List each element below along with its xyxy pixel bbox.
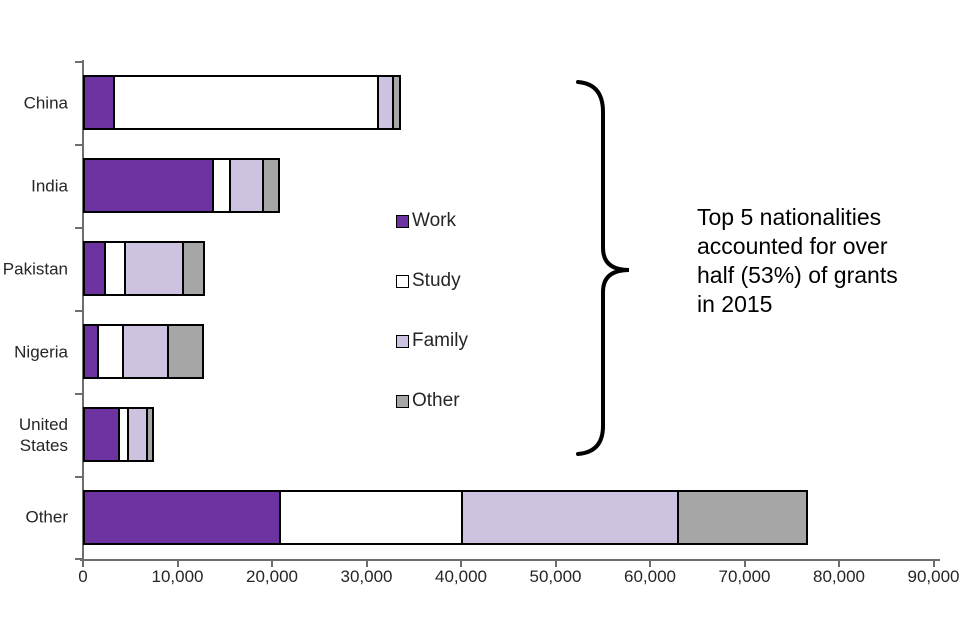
y-axis-tick bbox=[75, 143, 82, 146]
y-category-label-india: India bbox=[31, 176, 68, 196]
x-axis-tick-label: 60,000 bbox=[624, 567, 676, 586]
bar-segment-india-family bbox=[229, 158, 265, 214]
y-axis-tick bbox=[75, 558, 82, 561]
bar-segment-other-study bbox=[278, 489, 463, 545]
legend-label-family: Family bbox=[412, 330, 468, 351]
bar-segment-pakistan-work bbox=[83, 241, 106, 297]
x-axis-tick-label: 20,000 bbox=[246, 567, 298, 586]
x-axis-tick-label: 80,000 bbox=[813, 567, 865, 586]
y-category-label-other: Other bbox=[25, 507, 68, 527]
bar-segment-pakistan-study bbox=[103, 241, 127, 297]
bar-segment-other-family bbox=[460, 489, 680, 545]
x-axis-tick bbox=[554, 561, 557, 567]
bar-segment-pakistan-family bbox=[124, 241, 185, 297]
bar-segment-united-states-work bbox=[83, 407, 120, 462]
legend-swatch-study-icon bbox=[396, 274, 409, 288]
annotation-text: Top 5 nationalities accounted for over h… bbox=[697, 204, 898, 317]
bar-segment-china-study bbox=[113, 75, 379, 131]
legend-label-work: Work bbox=[412, 210, 456, 231]
legend-item-study: Study bbox=[396, 270, 461, 291]
y-category-label-nigeria: Nigeria bbox=[14, 342, 68, 362]
curly-brace-icon bbox=[576, 80, 630, 456]
legend-label-study: Study bbox=[412, 270, 461, 291]
legend-item-work: Work bbox=[396, 210, 456, 231]
y-axis-tick bbox=[75, 475, 82, 478]
x-axis-tick bbox=[271, 561, 273, 567]
x-axis-tick-label: 10,000 bbox=[151, 567, 204, 586]
x-axis-tick bbox=[365, 561, 368, 567]
x-axis-tick bbox=[932, 561, 935, 567]
x-axis-tick-label: 30,000 bbox=[340, 567, 393, 586]
y-axis-tick bbox=[75, 61, 82, 63]
x-axis-line bbox=[80, 559, 940, 561]
bar-segment-nigeria-other bbox=[166, 324, 204, 380]
bar-segment-nigeria-family bbox=[121, 324, 169, 380]
legend-swatch-work-icon bbox=[396, 214, 409, 228]
y-axis-tick bbox=[75, 309, 82, 312]
x-axis-tick-label: 50,000 bbox=[529, 567, 582, 586]
y-category-label-china: China bbox=[23, 93, 68, 113]
x-axis-tick bbox=[460, 561, 462, 567]
y-category-label-united-states: United States bbox=[18, 414, 68, 455]
legend-item-other: Other bbox=[396, 390, 460, 411]
y-axis-line bbox=[82, 60, 84, 560]
y-axis-tick bbox=[75, 226, 82, 229]
x-axis-tick bbox=[176, 561, 179, 567]
legend-swatch-family-icon bbox=[396, 334, 409, 348]
bar-segment-united-states-other bbox=[146, 407, 154, 462]
legend-item-family: Family bbox=[396, 330, 468, 351]
bar-segment-other-work bbox=[83, 489, 281, 545]
x-axis-tick-label: 90,000 bbox=[907, 567, 960, 586]
x-axis-tick bbox=[743, 561, 746, 567]
x-axis-tick-label: 0 bbox=[78, 567, 88, 586]
bar-segment-other-other bbox=[677, 489, 808, 545]
legend-label-other: Other bbox=[412, 390, 460, 411]
bar-segment-united-states-family bbox=[127, 407, 149, 462]
x-axis-tick bbox=[649, 561, 651, 567]
x-axis-tick-label: 40,000 bbox=[435, 567, 487, 586]
x-axis-tick bbox=[82, 561, 84, 567]
bar-segment-pakistan-other bbox=[182, 241, 205, 297]
x-axis-tick bbox=[838, 561, 840, 567]
bar-segment-nigeria-study bbox=[97, 324, 124, 380]
x-axis-tick-label: 70,000 bbox=[718, 567, 771, 586]
bar-segment-china-other bbox=[391, 75, 401, 131]
y-axis-tick bbox=[75, 392, 82, 395]
bar-segment-india-work bbox=[83, 158, 215, 214]
legend-swatch-other-icon bbox=[396, 394, 409, 408]
bar-segment-china-work bbox=[83, 75, 116, 131]
bar-segment-india-other bbox=[262, 158, 280, 214]
y-category-label-pakistan: Pakistan bbox=[2, 259, 68, 279]
